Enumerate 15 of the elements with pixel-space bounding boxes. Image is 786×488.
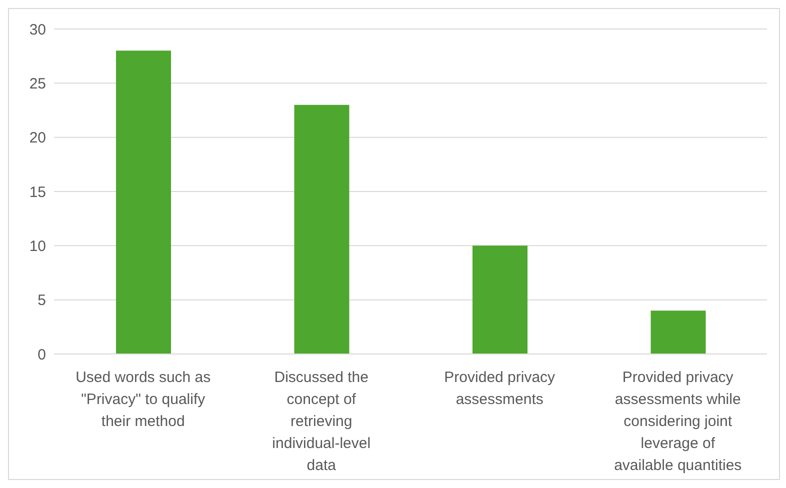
bar (294, 104, 350, 354)
y-tick-label: 25 (29, 75, 46, 92)
bar (472, 246, 528, 354)
x-tick-label: Provided privacy assessments while considering joint leverage of available quantities (614, 369, 742, 474)
y-tick-label: 30 (29, 21, 46, 38)
bar (650, 310, 706, 354)
y-tick-label: 15 (29, 184, 46, 201)
y-tick-label: 0 (38, 346, 46, 364)
bar (116, 50, 171, 354)
x-tick-label: Discussed the concept of retrieving individual-level data (272, 369, 371, 474)
y-tick-label: 5 (38, 292, 46, 310)
x-tick-label: Provided privacy assessments (444, 369, 556, 408)
x-tick-label: Used words such as "Privacy" to qualify their method (76, 369, 211, 430)
y-tick-label: 20 (29, 130, 46, 147)
y-tick-label: 10 (29, 238, 46, 255)
